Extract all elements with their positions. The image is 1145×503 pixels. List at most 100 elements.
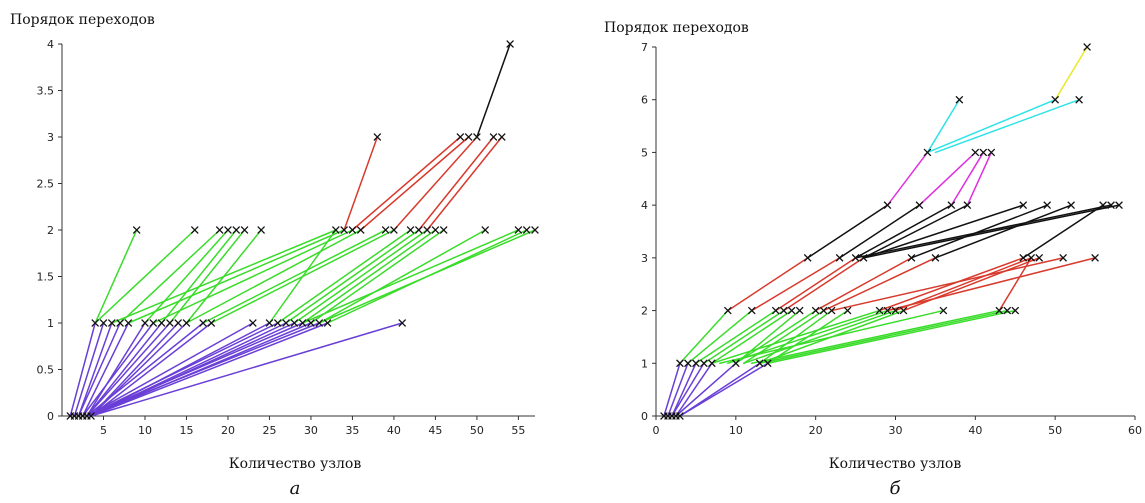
data-point-marker [787,306,796,315]
data-point-marker [907,253,916,262]
series-segment [767,309,1016,365]
data-point-marker [1107,201,1115,210]
data-point-marker [331,226,340,234]
data-point-marker [1075,95,1083,104]
data-point-marker [423,226,431,234]
data-point-marker [723,306,732,315]
series-segment [671,362,705,417]
y-tick-label: 3.5 [37,85,55,98]
series-segment [998,257,1032,312]
series-segment [318,229,536,324]
data-point-marker [779,306,788,315]
series-segment [711,309,793,365]
data-point-marker [307,319,315,327]
data-point-marker [249,319,257,327]
series-segment [77,322,113,417]
series-segment [127,229,345,324]
series-segment [86,322,320,417]
series-segment [934,204,1072,259]
x-axis-title-a: Количество узлов [229,456,362,472]
series-segment [743,309,897,365]
x-tick-label: 25 [262,424,276,437]
series-segment [695,309,777,365]
series-segment [81,322,155,417]
series-segment [862,204,969,259]
series-segment [675,362,737,417]
series-segment [926,98,1056,154]
series-segment [1022,204,1104,259]
series-segment [950,151,985,206]
series-segment [735,309,801,365]
data-point-marker [464,133,473,141]
series-segment [86,322,279,417]
data-point-marker [373,133,382,141]
series-segment [902,257,1040,312]
data-point-marker [1011,306,1020,315]
series-segment [426,136,503,231]
series-segment [854,204,953,259]
y-axis-title-b: Порядок переходов [604,20,749,36]
series-segment [301,229,437,324]
data-point-marker [947,201,956,210]
series-segment [719,309,945,365]
x-tick-label: 10 [729,424,743,437]
data-point-marker [676,359,684,368]
data-point-marker [883,306,892,315]
series-segment [918,151,977,206]
y-axis-title-a: Порядок переходов [10,12,155,28]
y-tick-label: 0.5 [37,364,55,377]
data-point-marker [182,319,191,327]
data-point-marker [290,319,299,327]
series-segment [862,204,1120,259]
data-point-marker [207,319,216,327]
markers-a [66,40,539,420]
data-point-marker [174,319,183,327]
series-segment [854,204,1112,259]
series-segment [894,257,1032,312]
axes-b: 0 1 2 3 4 5 6 7 0 10 20 30 40 50 60 [641,41,1142,437]
data-point-marker [1019,253,1028,262]
series-segment [679,309,729,365]
y-tick-label: 5 [641,146,648,159]
data-point-marker [1083,43,1091,51]
data-point-marker [315,319,324,327]
series-segment [90,322,403,417]
x-axis-title-b: Количество узлов [829,456,962,472]
series-segment [86,322,304,417]
series-segment [910,204,1048,259]
series-segment [759,309,1009,365]
data-point-marker [531,226,539,234]
data-point-marker [819,306,828,315]
data-point-marker [506,40,514,48]
series-segment [94,229,138,324]
panel-label-b: б [890,478,902,499]
y-tick-label: 2.5 [37,178,55,191]
series-segment [90,322,271,417]
data-point-marker [1091,253,1099,262]
data-point-marker [132,226,141,234]
data-point-marker [522,226,531,234]
series-segment [69,322,96,417]
series-segment [144,229,229,324]
series-segment [926,98,961,154]
data-point-marker [240,226,249,234]
series-segment [73,322,105,417]
data-point-marker [923,148,932,157]
data-point-marker [1051,95,1060,104]
series-segment [775,257,857,312]
x-tick-label: 50 [470,424,484,437]
y-tick-label: 1 [47,317,54,330]
panel-label-a: а [290,478,301,499]
data-point-marker [731,359,740,368]
y-tick-label: 4 [641,199,648,212]
series-segment [293,229,428,324]
series-segment [966,151,993,206]
series-segment [86,322,254,417]
series-segment [711,309,881,365]
data-point-marker [915,201,924,210]
y-tick-label: 7 [641,41,648,54]
data-point-marker [875,306,884,315]
series-segment [886,151,929,206]
x-tick-label: 5 [100,424,107,437]
